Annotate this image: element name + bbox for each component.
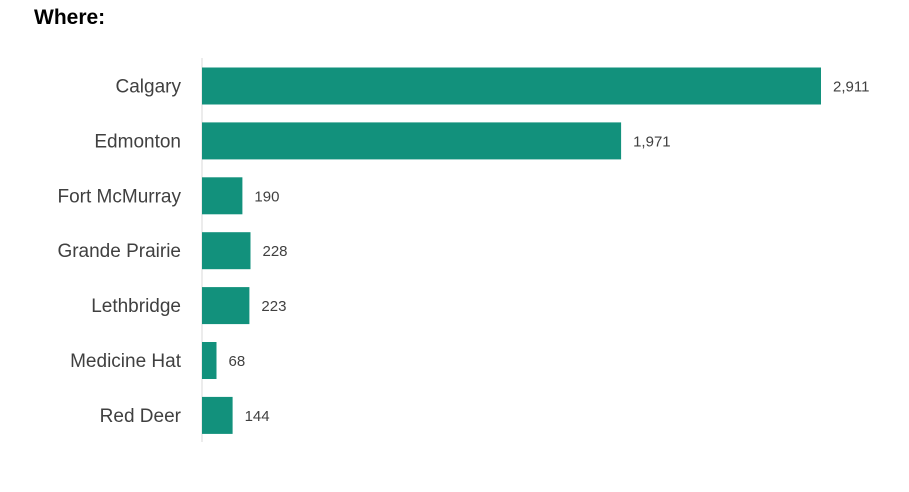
category-label: Lethbridge	[91, 296, 181, 317]
value-label: 190	[254, 188, 279, 205]
value-label: 228	[263, 243, 288, 260]
value-label: 1,971	[633, 133, 671, 150]
value-label: 2,911	[833, 79, 869, 96]
bar	[202, 396, 233, 434]
bar	[202, 67, 821, 105]
bar	[202, 177, 243, 215]
value-label: 144	[245, 408, 270, 425]
bar	[202, 342, 217, 379]
category-label: Red Deer	[100, 406, 182, 427]
category-label: Fort McMurray	[58, 186, 182, 207]
category-label: Calgary	[116, 77, 182, 98]
bar	[202, 287, 250, 325]
section-heading: Where:	[34, 6, 106, 29]
bar	[202, 232, 251, 270]
bar	[202, 122, 622, 160]
category-label: Grande Prairie	[57, 241, 181, 262]
value-label: 68	[229, 353, 246, 370]
category-label: Edmonton	[94, 131, 181, 152]
category-label: Medicine Hat	[70, 351, 182, 372]
value-label: 223	[261, 298, 286, 315]
